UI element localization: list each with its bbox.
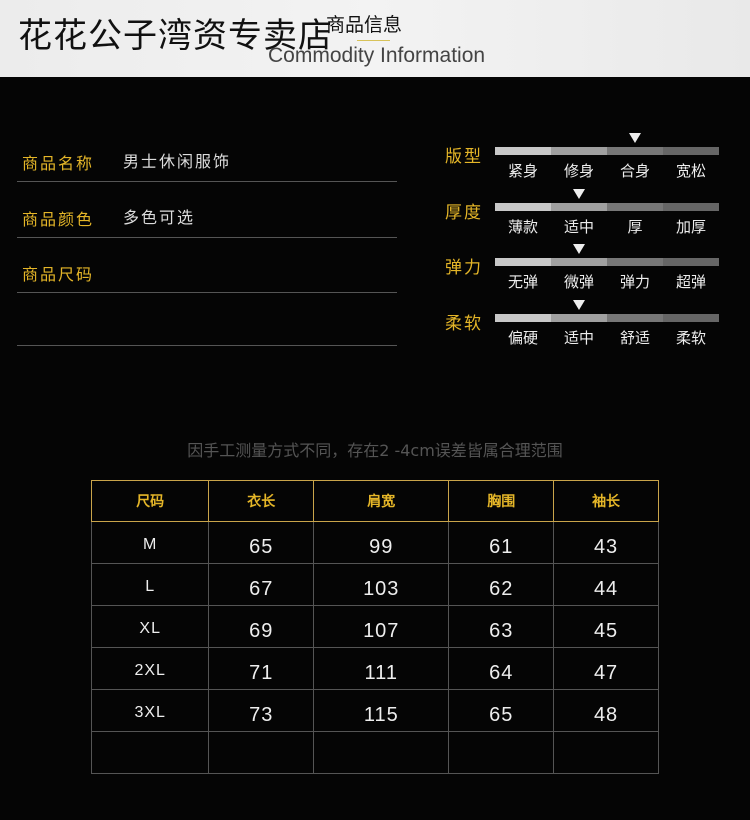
- attribute-label: 柔软: [445, 313, 483, 334]
- table-cell: 71: [208, 647, 315, 690]
- attribute-option: 柔软: [675, 328, 706, 347]
- table-cell: [448, 731, 555, 774]
- attribute-scale-bar: [495, 258, 719, 266]
- attribute-scale-bar: [495, 147, 719, 155]
- attribute-option: 合身: [619, 162, 650, 180]
- selected-indicator-icon: [629, 133, 641, 143]
- attribute-option: 宽松: [675, 162, 706, 180]
- info-value: 男士休闲服饰: [123, 152, 232, 171]
- attribute-option: 厚: [627, 217, 643, 236]
- attribute-option: 弹力: [619, 273, 650, 291]
- table-cell: XL: [90, 605, 210, 648]
- table-row: M 65 99 61 43: [90, 521, 659, 564]
- section-subtitle: Commodity Information: [268, 44, 486, 67]
- table-cell: [553, 731, 659, 774]
- table-cell: 115: [313, 689, 450, 732]
- table-cell: 62: [448, 563, 555, 606]
- attribute-scale-bar: [495, 313, 719, 322]
- table-cell: 103: [313, 563, 450, 606]
- column-header: 衣长: [208, 480, 315, 522]
- attribute-option: 微弹: [563, 273, 594, 291]
- column-header: 肩宽: [313, 480, 450, 522]
- table-cell: 99: [313, 521, 450, 564]
- table-cell: 65: [448, 689, 555, 732]
- attribute-options: 薄款 适中 厚 加厚: [495, 216, 719, 237]
- attribute-options: 紧身 修身 合身 宽松: [495, 160, 719, 181]
- attribute-option: 紧身: [507, 162, 538, 180]
- table-cell: L: [90, 563, 210, 606]
- table-row: 2XL 71 111 64 47: [90, 647, 659, 690]
- table-cell: 73: [208, 689, 315, 732]
- table-cell: [313, 731, 450, 774]
- table-row: 3XL 73 115 65 48: [90, 689, 659, 732]
- info-value: 多色可选: [123, 207, 196, 227]
- table-cell: 47: [553, 647, 659, 690]
- column-header: 袖长: [553, 480, 659, 522]
- table-cell: 69: [208, 605, 315, 648]
- selected-indicator-icon: [573, 299, 585, 310]
- table-cell: M: [90, 521, 210, 564]
- divider: [17, 345, 397, 346]
- attribute-option: 舒适: [619, 328, 650, 347]
- attribute-label: 版型: [445, 147, 483, 167]
- attribute-option: 偏硬: [507, 328, 538, 347]
- attribute-option: 适中: [563, 328, 594, 347]
- table-cell: 107: [313, 605, 450, 648]
- attribute-scale-bar: [495, 202, 719, 211]
- info-label: 商品名称: [22, 154, 95, 173]
- attribute-options: 偏硬 适中 舒适 柔软: [495, 327, 719, 348]
- divider: [17, 181, 397, 182]
- table-cell: 67: [208, 563, 315, 606]
- column-header: 尺码: [90, 480, 210, 522]
- table-cell: 111: [313, 647, 450, 690]
- table-cell: 65: [208, 521, 315, 564]
- table-row: [90, 731, 659, 774]
- attribute-option: 加厚: [675, 217, 706, 236]
- attribute-option: 无弹: [507, 273, 538, 291]
- table-cell: [208, 731, 315, 774]
- measurement-note: 因手工测量方式不同，存在2 -4cm误差皆属合理范围: [187, 441, 563, 460]
- table-cell: 48: [553, 689, 659, 732]
- table-cell: 63: [448, 605, 555, 648]
- info-label: 商品颜色: [22, 209, 95, 229]
- attribute-option: 适中: [563, 217, 594, 236]
- info-label: 商品尺码: [22, 265, 95, 284]
- table-cell: 3XL: [90, 689, 210, 732]
- size-table: 尺码 衣长 肩宽 胸围 袖长 M 65 99 61 43 L 67 103 62 44 XL 69 107 63 4…: [90, 480, 659, 774]
- divider: [17, 236, 397, 238]
- attribute-option: 修身: [563, 162, 594, 180]
- table-row: XL 69 107 63 45: [90, 605, 659, 648]
- attribute-label: 弹力: [445, 258, 483, 278]
- table-cell: 61: [448, 521, 555, 564]
- table-cell: [90, 731, 210, 774]
- selected-indicator-icon: [573, 244, 585, 254]
- attribute-option: 超弹: [675, 273, 706, 291]
- table-cell: 44: [553, 563, 659, 606]
- divider: [17, 292, 397, 293]
- attribute-options: 无弹 微弹 弹力 超弹: [495, 271, 719, 292]
- column-header: 胸围: [448, 480, 555, 522]
- table-cell: 64: [448, 647, 555, 690]
- title-underline: [357, 40, 390, 41]
- attribute-label: 厚度: [445, 202, 483, 223]
- table-cell: 2XL: [90, 647, 210, 690]
- header-banner: 花花公子湾资专卖店 商品信息 Commodity Information: [0, 0, 750, 77]
- table-cell: 43: [553, 521, 659, 564]
- selected-indicator-icon: [573, 188, 585, 199]
- section-title: 商品信息: [326, 14, 403, 36]
- attribute-option: 薄款: [507, 217, 538, 236]
- table-row: L 67 103 62 44: [90, 563, 659, 606]
- table-cell: 45: [553, 605, 659, 648]
- shop-name: 花花公子湾资专卖店: [18, 16, 333, 56]
